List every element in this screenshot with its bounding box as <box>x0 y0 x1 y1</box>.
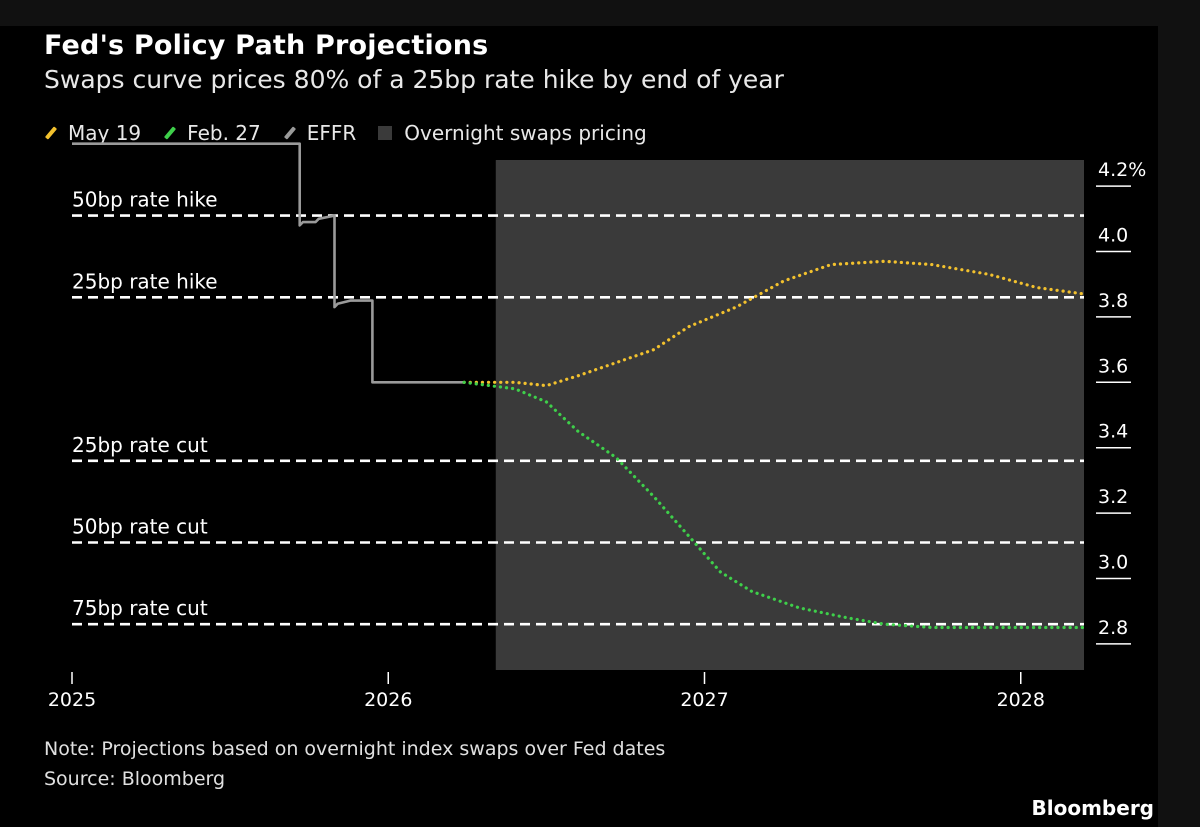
series-line-effr <box>72 142 465 384</box>
reference-line-label: 50bp rate hike <box>72 188 218 212</box>
legend-swatch-swaps-pricing <box>378 126 393 140</box>
y-axis-tick-label: 2.8 <box>1098 617 1128 639</box>
right-frame-bar <box>1158 26 1200 827</box>
x-axis-tick-label: 2025 <box>48 689 96 711</box>
legend-item-swaps-pricing: Overnight swaps pricing <box>378 121 647 145</box>
y-axis-tick-label: 4.2% <box>1098 159 1146 181</box>
chart-source: Source: Bloomberg <box>44 768 226 790</box>
series-group <box>72 142 1086 630</box>
y-axis-group: 2.8 3.0 3.2 3.4 3.6 3.8 4.0 4.2% <box>1096 159 1146 645</box>
legend-label-swaps-pricing: Overnight swaps pricing <box>404 121 647 145</box>
brand-logo: Bloomberg <box>1031 796 1154 820</box>
chart-legend: May 19 Feb. 27 EFFR Overnight swaps pric… <box>44 118 669 148</box>
chart-title: Fed's Policy Path Projections <box>44 30 489 61</box>
legend-label-may-19: May 19 <box>68 121 142 145</box>
y-axis-tick-label: 3.0 <box>1098 551 1128 573</box>
series-line-feb-27 <box>462 380 1086 630</box>
x-axis-tick-label: 2028 <box>997 689 1045 711</box>
y-axis-tick-label: 3.6 <box>1098 355 1128 377</box>
reference-line-label: 25bp rate hike <box>72 269 218 293</box>
chart-subtitle: Swaps curve prices 80% of a 25bp rate hi… <box>44 65 784 94</box>
y-axis-tick-label: 4.0 <box>1098 225 1128 247</box>
reference-line-label: 75bp rate cut <box>72 596 208 620</box>
swaps-pricing-shaded-region <box>495 160 1084 670</box>
reference-lines-group: 50bp rate hike 25bp rate hike 25bp rate cu… <box>72 188 1084 626</box>
top-frame-bar <box>0 0 1200 26</box>
legend-label-feb-27: Feb. 27 <box>187 121 261 145</box>
shaded-region-group <box>495 160 1084 670</box>
x-axis-group: 2025 2026 2027 2028 <box>48 672 1045 711</box>
y-axis-tick-label: 3.4 <box>1098 421 1128 443</box>
y-axis-tick-label: 3.8 <box>1098 290 1128 312</box>
y-axis-tick-label: 3.2 <box>1098 486 1128 508</box>
legend-item-may-19: May 19 <box>44 121 141 145</box>
reference-line-label: 50bp rate cut <box>72 515 208 539</box>
reference-line-label: 25bp rate cut <box>72 433 208 457</box>
legend-item-feb-27: Feb. 27 <box>163 121 261 145</box>
chart-note: Note: Projections based on overnight ind… <box>44 738 666 760</box>
x-axis-tick-label: 2027 <box>680 689 728 711</box>
x-axis-tick-label: 2026 <box>364 689 412 711</box>
legend-label-effr: EFFR <box>306 121 357 145</box>
legend-item-effr: EFFR <box>283 121 357 145</box>
